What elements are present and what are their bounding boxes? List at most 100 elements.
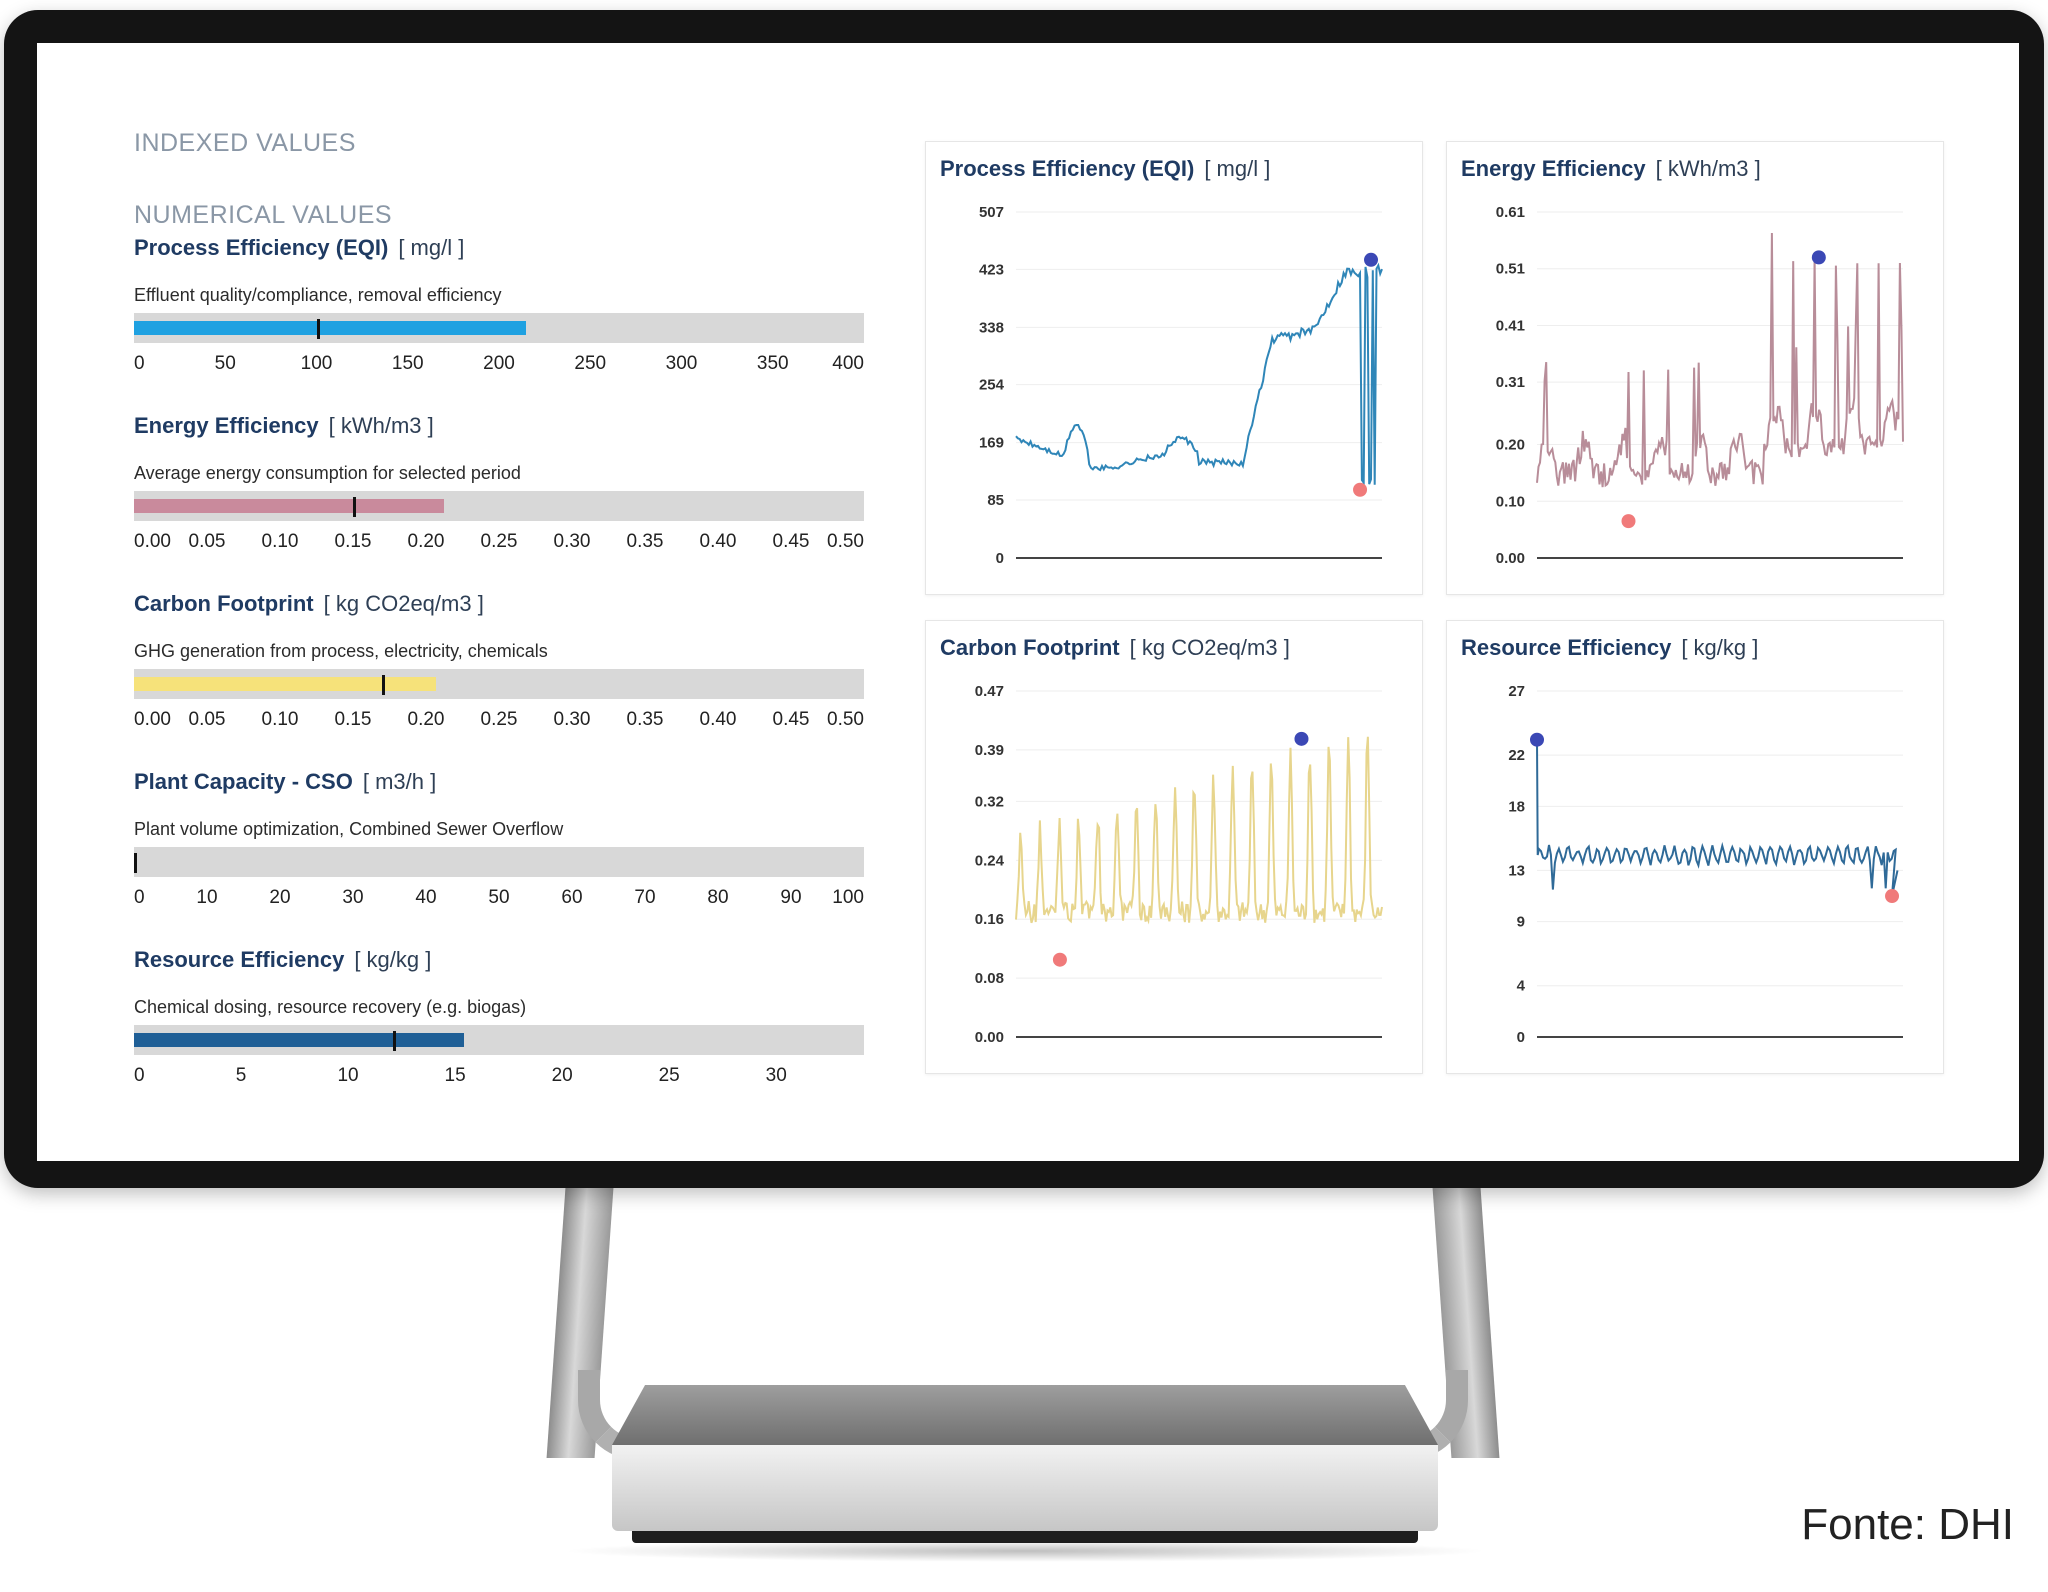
metric-title: Carbon Footprint [ kg CO2eq/m3 ] <box>134 591 864 617</box>
chart-min-marker[interactable] <box>1353 482 1368 497</box>
chart-series-line <box>1536 232 1904 488</box>
chart-y-tick-label: 0.39 <box>975 742 1004 759</box>
metric-bar-track[interactable] <box>134 313 864 343</box>
chart-series-line <box>1015 736 1383 925</box>
metric-tick-label: 50 <box>488 887 510 908</box>
metric-tick-label: 70 <box>634 887 656 908</box>
metric-title-text: Energy Efficiency <box>134 413 319 438</box>
metric-tick-label: 0.45 <box>772 531 810 552</box>
metric-description: Effluent quality/compliance, removal eff… <box>134 285 502 305</box>
chart-y-tick-label: 0.20 <box>1496 437 1525 454</box>
metric-tick-label: 0.50 <box>827 709 864 730</box>
metric-tick-label: 0.40 <box>699 709 737 730</box>
metric-energy-efficiency: Energy Efficiency [ kWh/m3 ] Average energ… <box>134 413 864 563</box>
metric-unit: [ m3/h ] <box>362 769 437 794</box>
chart-card-energy-efficiency[interactable]: Energy Efficiency[ kWh/m3 ] 0.61 0.51 0.41 0… <box>1446 141 1944 595</box>
chart-y-tick-label: 18 <box>1508 798 1525 815</box>
metric-tick-label: 0.15 <box>334 531 372 552</box>
metric-tick-label: 0.05 <box>188 531 226 552</box>
chart-y-tick-label: 0.10 <box>1496 493 1525 510</box>
chart-card-process-efficiency[interactable]: Process Efficiency (EQI) [ mg/l ] 507 423 33… <box>925 141 1423 595</box>
chart-max-marker[interactable] <box>1364 252 1379 267</box>
metric-bar-marker <box>382 675 386 695</box>
metric-tick-label: 0.30 <box>553 709 591 730</box>
metric-bar-track[interactable] <box>134 847 864 877</box>
chart-title: Carbon Footprint [ kg CO2eq/m3 ] <box>940 635 1290 661</box>
metric-tick-row: 0.00 0.05 0.10 0.15 0.20 0.25 0.30 0.35 0.40 0.45… <box>134 709 864 733</box>
metric-resource-efficiency: Resource Efficiency [ kg/kg ] Chemical dos… <box>134 947 864 1097</box>
metric-bar-fill <box>134 321 527 335</box>
metric-bar-fill <box>134 499 444 513</box>
chart-y-tick-label: 0.61 <box>1496 204 1525 221</box>
stand-base-vent <box>632 1531 1418 1543</box>
metric-unit: [ kWh/m3 ] <box>328 413 434 438</box>
chart-unit: [ kg CO2eq/m3 ] <box>1129 635 1290 660</box>
chart-max-marker[interactable] <box>1530 732 1544 747</box>
metric-tick-label: 0 <box>134 887 145 908</box>
chart-unit: [ kWh/m3 ] <box>1655 156 1761 181</box>
chart-y-tick-label: 254 <box>979 377 1005 394</box>
numerical-values-heading[interactable]: NUMERICAL VALUES <box>134 201 393 229</box>
metric-tick-label: 90 <box>780 887 802 908</box>
chart-y-tick-label: 0.51 <box>1496 261 1525 278</box>
chart-plot[interactable]: 0.47 0.39 0.32 0.24 0.16 0.08 0.00 <box>926 621 1422 1073</box>
chart-y-tick-label: 13 <box>1508 862 1525 879</box>
chart-y-tick-label: 0.24 <box>975 852 1005 869</box>
chart-card-carbon-footprint[interactable]: Carbon Footprint[ kg CO2eq/m3 ] 0.47 0.39 0… <box>925 620 1423 1074</box>
chart-title: Resource Efficiency [ kg/kg ] <box>1461 635 1758 661</box>
chart-title: Energy Efficiency [ kWh/m3 ] <box>1461 156 1761 182</box>
metric-tick-row: 0 50 100 150 200 250 300 350 400 <box>134 353 864 377</box>
chart-y-tick-label: 507 <box>979 204 1004 221</box>
metric-bar-fill <box>134 1033 464 1047</box>
metric-bar-marker <box>353 497 356 517</box>
indexed-values-heading[interactable]: INDEXED VALUES <box>134 129 356 157</box>
source-credit: Fonte: DHI <box>1801 1500 2014 1549</box>
chart-y-tick-label: 9 <box>1517 914 1525 931</box>
chart-y-tick-label: 169 <box>979 435 1004 452</box>
metric-tick-label: 0 <box>134 1065 145 1086</box>
chart-max-marker[interactable] <box>1811 250 1826 265</box>
metric-tick-label: 0.50 <box>827 531 864 552</box>
metric-title-text: Plant Capacity - CSO <box>134 769 353 794</box>
metric-title: Resource Efficiency [ kg/kg ] <box>134 947 864 973</box>
metric-tick-label: 15 <box>444 1065 466 1086</box>
metric-bar-marker <box>393 1031 397 1051</box>
metric-tick-label: 0.15 <box>334 709 372 730</box>
metric-tick-label: 300 <box>665 353 698 374</box>
stand-base-top <box>612 1385 1438 1445</box>
metric-bar-track[interactable] <box>134 1025 864 1055</box>
metric-tick-label: 5 <box>235 1065 247 1086</box>
chart-card-resource-efficiency[interactable]: Resource Efficiency [ kg/kg ] 27 22 18 13 9 4 0 <box>1446 620 1944 1074</box>
stand-base-front <box>612 1445 1438 1531</box>
chart-plot[interactable]: 27 22 18 13 9 4 0 <box>1447 621 1943 1073</box>
chart-min-marker[interactable] <box>1052 952 1067 967</box>
chart-plot[interactable]: 0.61 0.51 0.41 0.31 0.20 0.10 0.00 <box>1447 142 1943 594</box>
metric-tick-label: 0.35 <box>626 709 664 730</box>
chart-title: Process Efficiency (EQI) [ mg/l ] <box>940 156 1270 182</box>
metric-unit: [ kg/kg ] <box>354 947 432 972</box>
metric-tick-label: 60 <box>561 887 583 908</box>
chart-min-marker[interactable] <box>1885 889 1900 904</box>
stand-shadow <box>560 1540 1490 1562</box>
metric-description: Plant volume optimization, Combined Sewe… <box>134 819 564 839</box>
metric-tick-row: 0 5 10 15 20 25 30 <box>134 1065 864 1089</box>
chart-max-marker[interactable] <box>1294 731 1309 746</box>
metric-unit: [ kg CO2eq/m3 ] <box>323 591 484 616</box>
metric-tick-label: 20 <box>551 1065 573 1086</box>
chart-y-tick-label: 338 <box>979 319 1004 336</box>
metric-tick-label: 40 <box>415 887 437 908</box>
metric-tick-label: 100 <box>832 887 864 908</box>
metric-tick-label: 0.25 <box>480 531 518 552</box>
monitor-bezel: INDEXED VALUES NUMERICAL VALUES Process … <box>4 10 2044 1188</box>
metric-bar-track[interactable] <box>134 491 864 521</box>
chart-y-tick-label: 0 <box>996 550 1004 567</box>
chart-min-marker[interactable] <box>1621 514 1636 529</box>
metric-title-text: Carbon Footprint <box>134 591 314 616</box>
metric-title-text: Resource Efficiency <box>134 947 345 972</box>
metric-tick-label: 20 <box>269 887 291 908</box>
chart-plot[interactable]: 507 423 338 254 169 85 0 <box>926 142 1422 594</box>
metric-title-text: Process Efficiency (EQI) <box>134 235 389 260</box>
metric-bar-track[interactable] <box>134 669 864 699</box>
metric-tick-label: 0.20 <box>407 709 445 730</box>
metric-tick-label: 0.00 <box>134 709 171 730</box>
